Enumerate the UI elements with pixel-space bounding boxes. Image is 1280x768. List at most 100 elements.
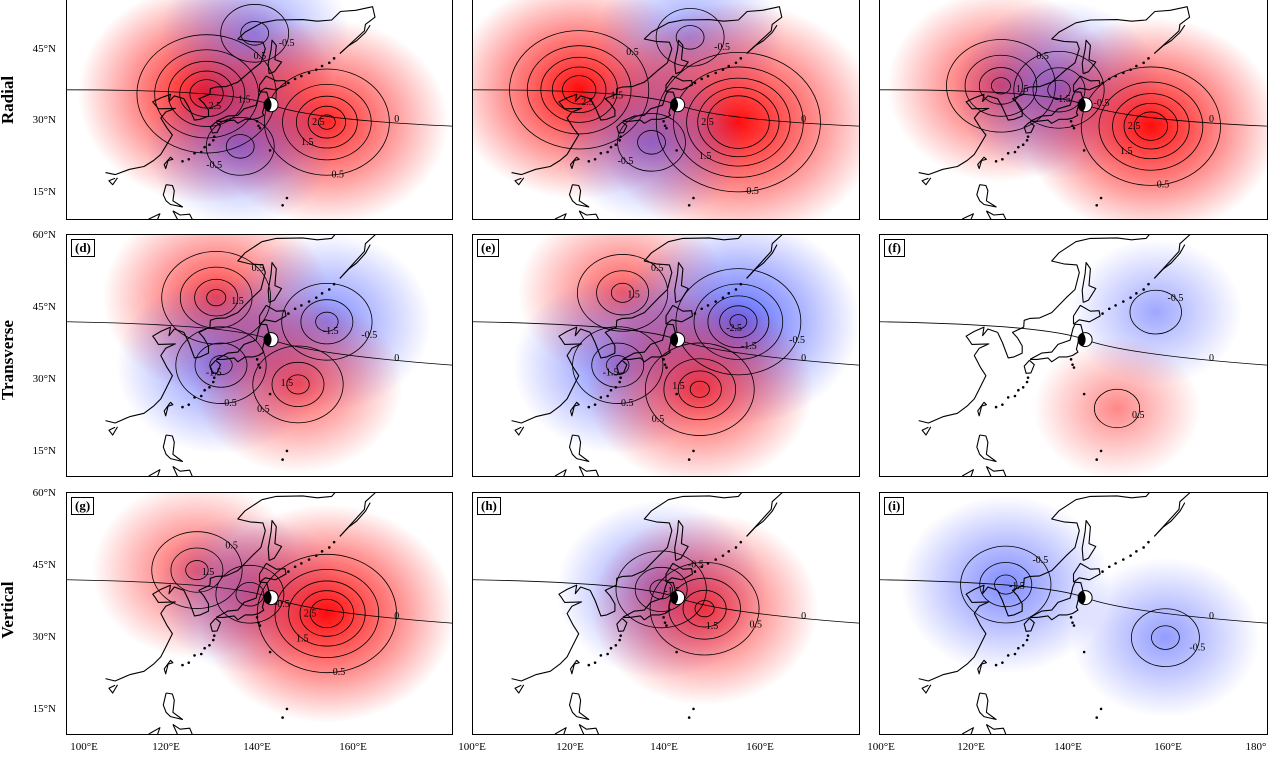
panel-label-g: (g) (71, 497, 95, 515)
island-dot (714, 71, 717, 75)
coastline (985, 723, 1007, 734)
coastline (921, 177, 932, 186)
island-dot (212, 380, 215, 384)
island-dot (665, 126, 668, 130)
island-dot (618, 380, 621, 384)
contour-label: -0.5 (206, 160, 222, 171)
island-dot (212, 634, 216, 637)
island-dot (727, 64, 731, 68)
contour-line (610, 282, 635, 303)
coastline (568, 434, 590, 463)
island-dot (1107, 307, 1111, 311)
island-dot (1135, 64, 1138, 68)
island-dot (187, 661, 191, 664)
island-dot (587, 663, 591, 667)
coastline (997, 6, 1191, 121)
coastline (108, 426, 118, 436)
island-dot (739, 57, 743, 60)
island-dot (1017, 145, 1020, 149)
zero-contour-label: 0 (1209, 611, 1214, 622)
island-dot (693, 570, 697, 573)
contour-label: -1.5 (741, 341, 757, 352)
contour-label: -0.5 (789, 335, 805, 346)
contour-line (136, 34, 277, 154)
island-dot (287, 312, 290, 315)
contour-line (673, 66, 804, 178)
contour-label: 1.5 (672, 381, 685, 392)
coastline (589, 235, 783, 359)
island-dot (1025, 638, 1029, 642)
amplitude-lobe-pos (586, 292, 814, 476)
island-dot (1001, 403, 1004, 406)
island-dot (606, 652, 609, 656)
island-dot (609, 646, 613, 650)
island-dot (199, 394, 203, 398)
coastline (976, 184, 997, 208)
contour-line (235, 581, 265, 607)
island-dot (994, 405, 998, 409)
contour-line (615, 550, 707, 629)
island-dot (1107, 565, 1111, 569)
contour-line (1080, 66, 1221, 186)
coastline (921, 684, 932, 694)
island-dot (258, 624, 262, 627)
panel-f: (f) -0.5 0.5 0 (879, 234, 1268, 477)
coastline (162, 434, 184, 463)
coastline (258, 75, 287, 93)
contour-label: -1.5 (603, 367, 619, 378)
island-dot (1114, 304, 1117, 307)
lon-label-120e-c1: 120°E (152, 741, 180, 753)
contour-line (154, 49, 259, 139)
island-dot (692, 707, 695, 711)
island-dot (208, 386, 211, 389)
island-dot (1071, 363, 1074, 366)
zero-contour-label: 0 (801, 611, 806, 622)
island-dot (692, 196, 695, 200)
coastline (163, 659, 174, 675)
island-dot (193, 396, 196, 399)
contour-line (151, 531, 243, 609)
coastline (746, 502, 778, 537)
coastline (977, 156, 987, 170)
contour-label: -2.5 (726, 323, 742, 334)
island-dot (734, 546, 738, 549)
contour-label: -0.5 (1032, 555, 1048, 566)
contour-line (526, 45, 632, 135)
island-dot (693, 81, 697, 85)
island-dot (1099, 449, 1103, 453)
panel-e: (e) 0.5 1.5 -0.5 -1.5 -2.5 -0.5 -1.5 0.5 1.5 0 (472, 234, 860, 477)
contour-line (288, 580, 366, 647)
contour-line (637, 130, 666, 155)
contour-label: 2.5 (312, 117, 325, 128)
island-dot (268, 650, 272, 654)
contour-label: -0.5 (1094, 98, 1110, 109)
contour-line (562, 75, 597, 105)
island-dot (1129, 296, 1132, 299)
coastline (209, 121, 222, 134)
contour-label: 0.5 (652, 414, 665, 425)
map-d: 0.51.5-0.5-1.5-0.5-1.50.51.50 (67, 235, 452, 476)
island-dot (700, 77, 704, 81)
lon-label-140e-c1: 140°E (243, 741, 271, 753)
lat-label-15n-r2: 15°N (32, 445, 56, 457)
island-dot (1069, 358, 1073, 361)
island-dot (1101, 570, 1104, 573)
contour-label: 0.5 (1157, 179, 1170, 190)
coastline (258, 562, 287, 583)
lon-label-160e-c2: 160°E (746, 741, 774, 753)
contour-label: 1.5 (238, 95, 251, 106)
island-dot (619, 135, 622, 138)
island-dot (1006, 654, 1010, 657)
coastline (918, 584, 998, 682)
panel-label-e: (e) (477, 239, 500, 257)
island-dot (212, 138, 215, 142)
contour-line (167, 60, 246, 127)
island-dot (212, 135, 216, 138)
coastline (921, 426, 932, 436)
panel-i: (i) -0.5 -1.5 -0.5 0 (879, 492, 1268, 735)
lat-label-30n-r3: 30°N (32, 631, 56, 643)
coastline (105, 93, 185, 176)
amplitude-lobe-pos (591, 512, 819, 706)
map-e: 0.5 1.5 -0.5 -1.5 -2.5 -0.5 -1.5 0.5 1.5 0 (473, 235, 859, 476)
coastline (918, 326, 998, 424)
